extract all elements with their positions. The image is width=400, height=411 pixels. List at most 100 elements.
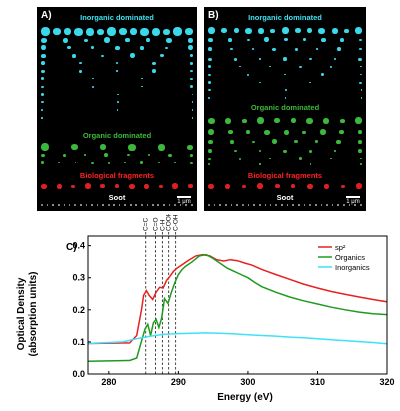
particle (41, 143, 49, 151)
y-tick-label: 0.4 (72, 241, 85, 251)
particle (291, 184, 296, 188)
particle (284, 73, 286, 76)
particle (358, 149, 362, 153)
particle (152, 27, 160, 36)
marker-label: COOH (166, 214, 173, 231)
particle (219, 204, 221, 206)
particle (213, 204, 216, 206)
particle (174, 161, 176, 164)
particle (358, 57, 362, 61)
x-tick-label: 320 (379, 377, 394, 387)
chart-panel-label: C) (66, 242, 77, 253)
particle (46, 204, 49, 206)
particle (140, 27, 149, 36)
particle (91, 85, 94, 88)
particle (302, 130, 307, 134)
particle (140, 45, 144, 50)
particle (259, 150, 261, 152)
particle (41, 69, 45, 73)
particle (286, 204, 289, 206)
particle (272, 47, 277, 51)
particle (360, 73, 362, 76)
particle (251, 140, 255, 143)
particle (113, 204, 115, 206)
particle (90, 161, 94, 164)
particle (355, 183, 362, 189)
particle (41, 101, 44, 103)
particle (302, 38, 306, 41)
particle (299, 157, 303, 160)
particle (298, 204, 300, 206)
particle (190, 70, 193, 72)
particle (358, 81, 362, 84)
particle (41, 77, 44, 80)
particle (96, 204, 99, 206)
marker-label: C-H (159, 219, 166, 231)
particle (124, 161, 126, 164)
particle (71, 144, 78, 150)
particle-row (208, 81, 362, 84)
legend-label: sp² (335, 243, 346, 252)
particle-row (208, 157, 362, 160)
particle (208, 47, 212, 51)
particle (233, 28, 239, 33)
particle (114, 45, 120, 50)
particle (141, 77, 143, 80)
particle (191, 93, 193, 96)
particle (188, 45, 193, 50)
particle-row (41, 45, 193, 50)
particle (128, 143, 136, 151)
particle (166, 37, 173, 43)
particle (227, 130, 233, 134)
particle (360, 89, 362, 91)
particle (208, 57, 212, 61)
particle (163, 28, 170, 35)
particle (208, 65, 211, 68)
particle (251, 48, 254, 50)
panel-b-scale-bar: 1 μm (346, 196, 360, 205)
particle (309, 149, 312, 153)
particle-row (208, 73, 362, 76)
particle (116, 109, 118, 111)
particle-row (41, 85, 193, 88)
particle (208, 37, 213, 42)
particle (281, 27, 289, 34)
particle (315, 204, 317, 206)
particle (189, 161, 193, 164)
particle (283, 129, 289, 135)
particle (86, 27, 94, 36)
particle-row (41, 93, 193, 96)
particle (130, 204, 132, 206)
particle (339, 130, 345, 134)
particle (103, 37, 110, 43)
particle (343, 28, 349, 33)
particle (274, 118, 281, 123)
particle (187, 184, 193, 188)
particle (258, 204, 261, 206)
particle-row (208, 47, 362, 51)
particle (284, 38, 288, 41)
particle (236, 204, 238, 206)
particle-row (41, 77, 193, 80)
particle (160, 54, 165, 57)
particle (281, 204, 283, 206)
particle (62, 37, 68, 43)
particle (41, 183, 47, 189)
particle (330, 157, 333, 160)
y-tick-label: 0.0 (72, 369, 85, 379)
particle (187, 37, 193, 43)
particle (323, 117, 330, 124)
x-tick-label: 310 (310, 377, 325, 387)
particle (135, 204, 137, 206)
particle (359, 204, 362, 206)
particle (239, 65, 242, 68)
particle-row (41, 183, 193, 189)
panel-a-scale-label: 1 μm (177, 199, 191, 205)
particle (191, 117, 193, 119)
x-tick-label: 290 (171, 377, 186, 387)
particle (63, 153, 67, 157)
particle (79, 69, 82, 73)
particle (208, 73, 211, 76)
particle (208, 81, 211, 84)
particle (71, 53, 76, 58)
